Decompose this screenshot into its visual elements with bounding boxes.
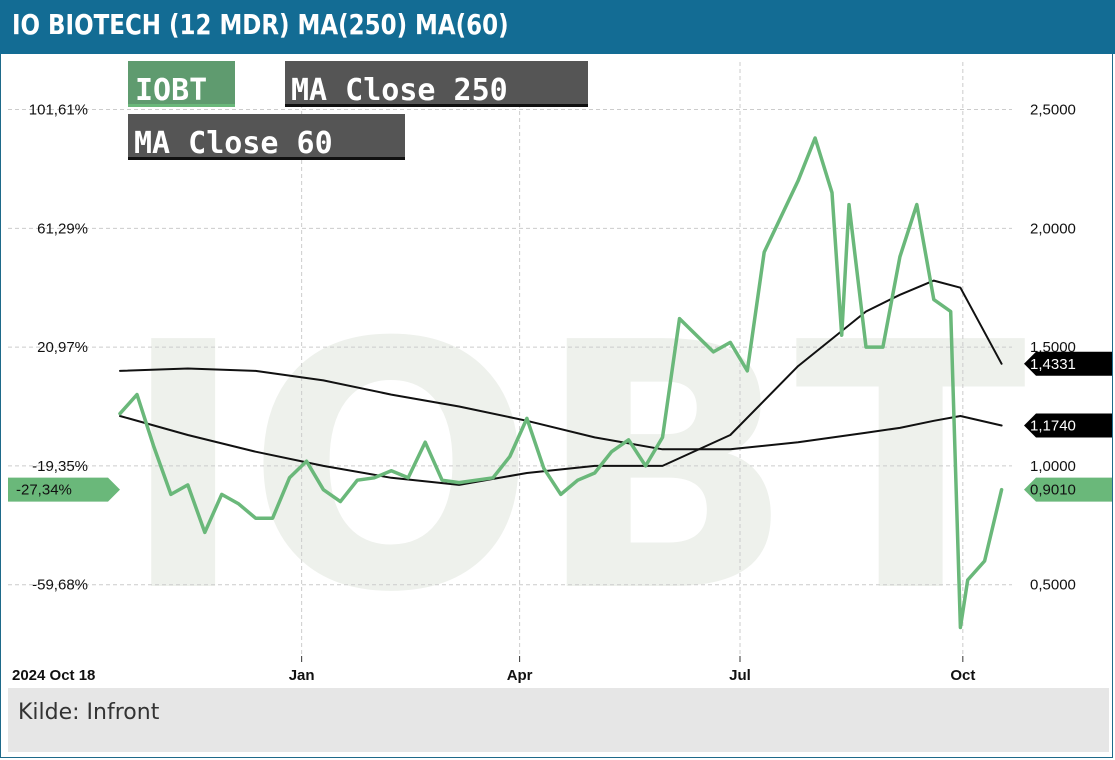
value-tags: 1,4331 1,1740 0,9010 -27,34% <box>8 351 1112 502</box>
x-tick-label: Jul <box>729 667 751 684</box>
legend-label-ma60: MA Close 60 <box>134 126 333 161</box>
legend-underline-iobt <box>128 104 235 107</box>
y-tick-label-left: 101,61% <box>29 102 88 119</box>
source-label: Kilde: Infront <box>18 700 160 725</box>
series-line-ma250 <box>119 367 1003 451</box>
chart-legend: IOBT MA Close 250 MA Close 60 <box>128 61 588 161</box>
chart-axes: 2,5000101,61%2,000061,29%1,500020,97%1,0… <box>12 102 1076 684</box>
legend-swatch-iobt <box>128 61 235 107</box>
tag-ma60-text: 1,4331 <box>1030 356 1076 373</box>
tag-ma60-bg <box>1024 351 1112 376</box>
tag-iobt-bg <box>1024 477 1112 502</box>
x-tick-label: Jan <box>289 667 315 684</box>
y-tick-label-right: 0,5000 <box>1030 577 1076 594</box>
y-tick-label-left: 20,97% <box>37 339 88 356</box>
chart-grid <box>8 62 1012 656</box>
series-line-iobt <box>118 136 1004 630</box>
tag-ma250-text: 1,1740 <box>1030 418 1076 435</box>
y-tick-label-right: 2,5000 <box>1030 102 1076 119</box>
x-start-label: 2024 Oct 18 <box>12 667 95 684</box>
legend-underline-ma250 <box>285 104 588 107</box>
tag-iobt-text: 0,9010 <box>1030 482 1076 499</box>
tag-pct-bg <box>8 477 120 502</box>
title-bar: IO BIOTECH (12 MDR) MA(250) MA(60) <box>0 0 1115 54</box>
legend-underline-ma60 <box>128 157 405 160</box>
legend-swatch-ma250 <box>285 61 588 107</box>
tag-pct-text: -27,34% <box>16 482 72 499</box>
x-tick-label: Oct <box>950 667 975 684</box>
y-tick-label-left: -59,68% <box>32 577 88 594</box>
price-chart: IOBT 2,5000101,61%2,000061,29%1,500020,9… <box>8 61 1112 684</box>
y-tick-label-left: 61,29% <box>37 220 88 237</box>
source-footer: Kilde: Infront <box>8 688 1109 752</box>
y-tick-label-right: 1,0000 <box>1030 458 1076 475</box>
series-line-ma60 <box>119 279 1003 486</box>
chart-series <box>118 136 1004 630</box>
chart-title: IO BIOTECH (12 MDR) MA(250) MA(60) <box>12 8 509 41</box>
legend-label-ma250: MA Close 250 <box>291 73 508 108</box>
tag-ma250-bg <box>1024 413 1112 438</box>
x-tick-label: Apr <box>507 667 533 684</box>
y-tick-label-right: 2,0000 <box>1030 220 1076 237</box>
y-tick-label-left: -19,35% <box>32 458 88 475</box>
legend-swatch-ma60 <box>128 114 405 160</box>
legend-label-iobt: IOBT <box>135 73 207 108</box>
